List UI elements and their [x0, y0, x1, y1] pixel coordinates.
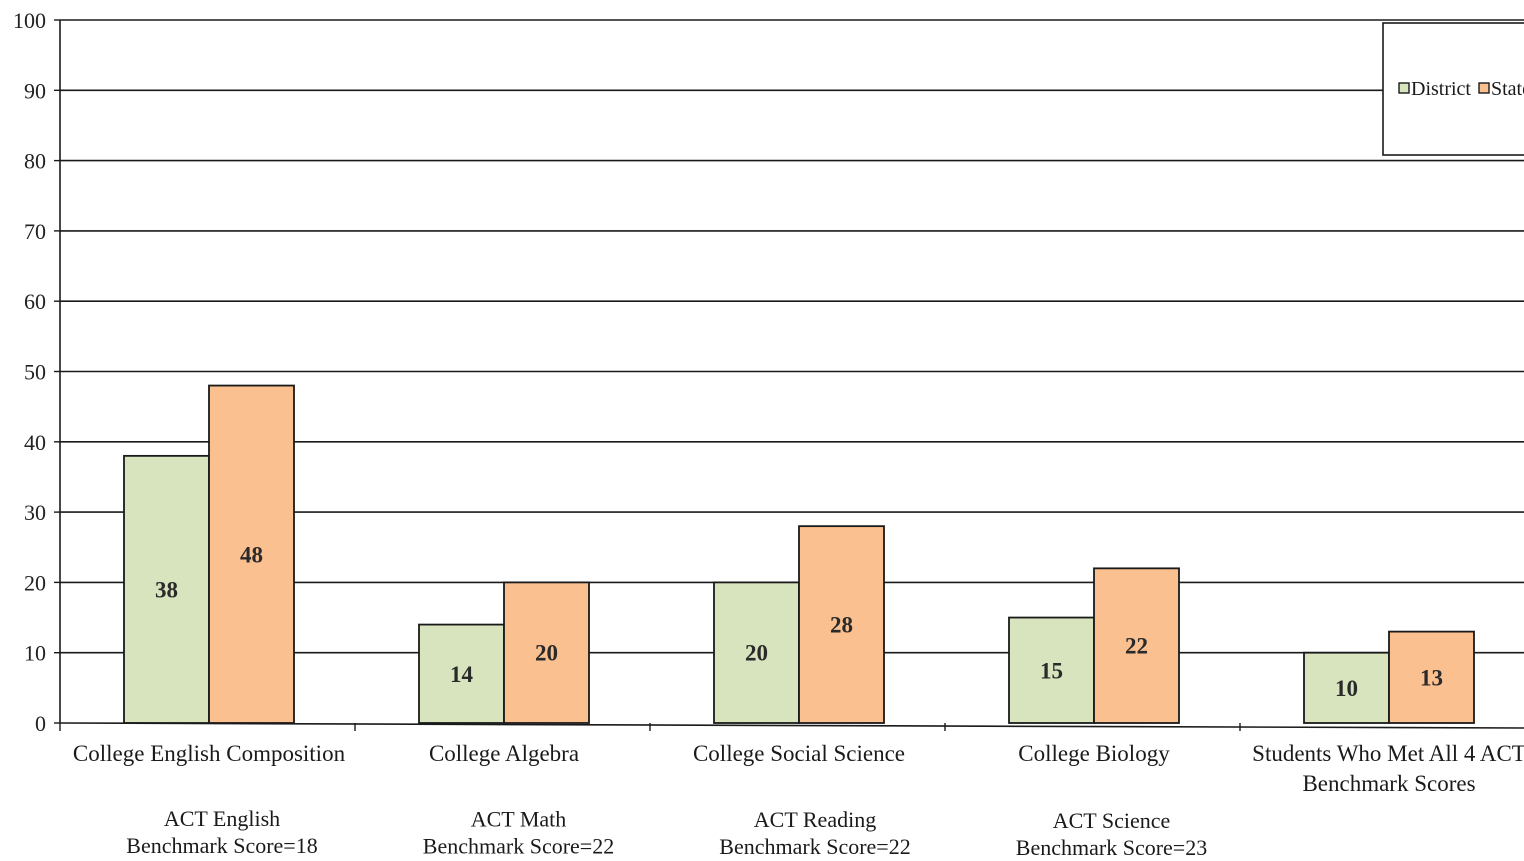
legend-swatch-state [1479, 83, 1489, 93]
y-tick-label: 60 [24, 289, 46, 314]
legend-label: State [1491, 78, 1524, 100]
data-label: 14 [450, 662, 474, 687]
category-subtitle: ACT Reading [754, 807, 876, 832]
y-tick-label: 50 [24, 360, 46, 385]
category-subtitle: Benchmark Score=22 [423, 834, 614, 859]
data-label: 20 [535, 641, 558, 666]
category-subtitle: Benchmark Score=18 [126, 833, 317, 858]
legend-label: District [1411, 78, 1471, 100]
x-tick-label: College Algebra [429, 741, 579, 766]
y-tick-label: 20 [24, 570, 46, 595]
data-label: 13 [1420, 665, 1443, 690]
category-subtitle: ACT English [164, 806, 280, 831]
data-label: 22 [1125, 634, 1148, 659]
data-label: 48 [240, 542, 263, 567]
category-subtitle: ACT Science [1053, 808, 1171, 833]
y-tick-label: 80 [24, 149, 46, 174]
data-label: 20 [745, 641, 768, 666]
category-subtitle: Benchmark Score=22 [719, 834, 910, 859]
x-tick-label: College Social Science [693, 741, 905, 766]
x-tick-label: College Biology [1018, 741, 1170, 766]
data-label: 28 [830, 613, 853, 638]
y-tick-label: 10 [24, 641, 46, 666]
data-label: 10 [1335, 676, 1358, 701]
y-tick-label: 90 [24, 78, 46, 103]
category-subtitle: ACT Math [471, 807, 567, 832]
x-tick-label: Benchmark Scores [1302, 771, 1475, 796]
y-tick-label: 100 [13, 8, 46, 33]
y-tick-label: 0 [35, 711, 46, 736]
legend: District State [1383, 23, 1524, 155]
legend-swatch-district [1399, 83, 1409, 93]
x-tick-label: Students Who Met All 4 ACT [1252, 741, 1524, 766]
category-subtitle: Benchmark Score=23 [1016, 835, 1207, 860]
data-label: 38 [155, 577, 178, 602]
y-tick-label: 30 [24, 500, 46, 525]
data-label: 15 [1040, 658, 1063, 683]
y-tick-label: 70 [24, 219, 46, 244]
x-tick-label: College English Composition [73, 741, 346, 766]
y-tick-label: 40 [24, 430, 46, 455]
bars-layer [124, 386, 1474, 723]
